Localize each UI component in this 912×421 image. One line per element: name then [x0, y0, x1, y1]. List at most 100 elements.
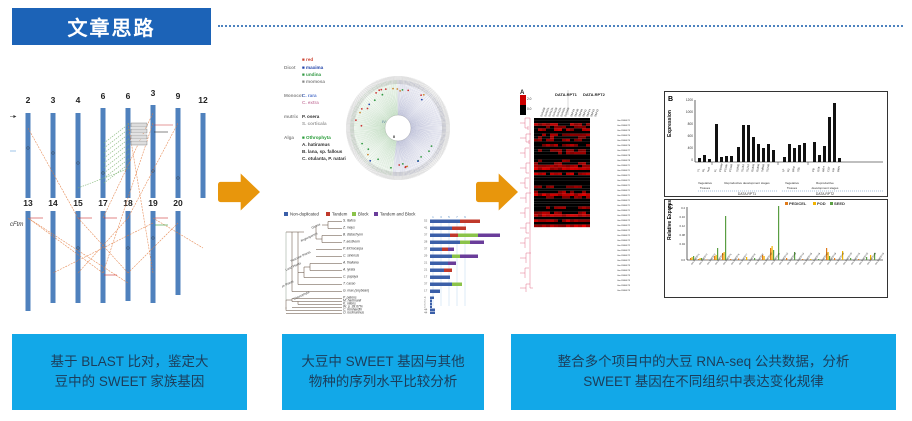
svg-text:17: 17 — [424, 289, 428, 293]
svg-text:B: B — [668, 96, 673, 103]
svg-text:37: 37 — [424, 282, 428, 286]
svg-text:SL21d: SL21d — [745, 164, 750, 173]
svg-text:600: 600 — [688, 134, 694, 138]
svg-text:GLB6d: GLB6d — [755, 163, 760, 172]
svg-text:R2: R2 — [786, 168, 791, 173]
svg-text:Gm.SWEET21: Gm.SWEET21 — [617, 220, 630, 222]
svg-text:Gm.SWEET24: Gm.SWEET24 — [617, 235, 630, 237]
svg-text:O. lucimarinus: O. lucimarinus — [343, 311, 364, 315]
svg-text:37: 37 — [424, 247, 428, 251]
svg-text:C. rara: C. rara — [302, 93, 317, 98]
svg-text:15: 15 — [73, 198, 83, 208]
svg-text:41: 41 — [424, 226, 428, 230]
svg-text:A. thaliana: A. thaliana — [342, 261, 359, 265]
svg-text:GS5: GS5 — [816, 166, 821, 172]
svg-text:Gm.SWEET4: Gm.SWEET4 — [617, 135, 630, 137]
svg-text:S. italica: S. italica — [343, 219, 356, 223]
svg-text:DATA.RPT1: DATA.RPT1 — [738, 192, 756, 196]
svg-text:9: 9 — [464, 215, 466, 219]
svg-text:17: 17 — [98, 198, 108, 208]
svg-text:SEED: SEED — [834, 201, 845, 206]
svg-text:mutrix: mutrix — [284, 114, 298, 119]
svg-text:3: 3 — [51, 95, 56, 105]
svg-text:0.16: 0.16 — [680, 215, 686, 219]
svg-text:Gm.SWEET18: Gm.SWEET18 — [617, 205, 630, 207]
svg-text:Gm.SWEET34: Gm.SWEET34 — [617, 285, 630, 287]
svg-text:1000: 1000 — [686, 110, 693, 114]
svg-text:SDL: SDL — [796, 166, 801, 172]
svg-text:G. max (soybean): G. max (soybean) — [343, 289, 369, 293]
svg-text:0.2: 0.2 — [681, 206, 685, 210]
svg-text:PB: PB — [811, 168, 816, 172]
svg-text:Relative Expression: Relative Expression — [667, 200, 673, 240]
svg-text:14: 14 — [48, 198, 58, 208]
svg-text:Gm.SWEET15: Gm.SWEET15 — [617, 190, 630, 192]
svg-text:Gm.SWEET13: Gm.SWEET13 — [617, 180, 630, 182]
svg-text:■ undina: ■ undina — [302, 72, 322, 77]
svg-text:1200: 1200 — [686, 98, 693, 102]
svg-text:Gm.SWEET33: Gm.SWEET33 — [617, 280, 630, 282]
svg-text:SL14d: SL14d — [740, 164, 745, 173]
svg-text:YL: YL — [696, 168, 701, 172]
svg-text:Gm.SWEET12: Gm.SWEET12 — [617, 175, 630, 177]
svg-text:Gm.SWEET8: Gm.SWEET8 — [617, 155, 630, 157]
svg-text:1: 1 — [432, 215, 434, 219]
svg-text:0.12: 0.12 — [680, 224, 686, 228]
svg-text:Gm.SWEET2: Gm.SWEET2 — [617, 125, 630, 127]
svg-text:PB10ar: PB10ar — [718, 163, 723, 172]
svg-text:5: 5 — [448, 215, 450, 219]
svg-text:■ red: ■ red — [302, 57, 313, 62]
svg-text:COT: COT — [826, 166, 831, 172]
svg-text:Non-duplicated: Non-duplicated — [290, 212, 320, 217]
svg-text:Gm.SWEET5: Gm.SWEET5 — [617, 140, 630, 142]
svg-text:T. cacao: T. cacao — [343, 282, 356, 286]
svg-text:FL: FL — [713, 168, 718, 172]
svg-text:B. distachyon: B. distachyon — [343, 233, 363, 237]
svg-text:19: 19 — [148, 198, 158, 208]
svg-text:T. aestivum: T. aestivum — [343, 240, 360, 244]
svg-text:BWS: BWS — [836, 165, 841, 172]
svg-text:■ Othrophyta: ■ Othrophyta — [302, 135, 331, 140]
svg-text:3: 3 — [151, 88, 156, 98]
svg-text:Gm.SWEET26: Gm.SWEET26 — [617, 245, 630, 247]
svg-text:Alga: Alga — [284, 135, 294, 140]
svg-text:Gm.SWEET30: Gm.SWEET30 — [617, 265, 630, 267]
svg-text:12: 12 — [198, 95, 208, 105]
svg-text:Gm.SWEET19: Gm.SWEET19 — [617, 210, 630, 212]
svg-text:cFtm: cFtm — [10, 222, 23, 228]
svg-text:Tandem: Tandem — [332, 212, 348, 217]
svg-text:Gm.SWEET32: Gm.SWEET32 — [617, 275, 630, 277]
svg-text:R1: R1 — [701, 168, 706, 173]
svg-text:Gm.SWEET11: Gm.SWEET11 — [617, 170, 630, 172]
svg-text:0.08: 0.08 — [680, 233, 686, 237]
svg-text:0.0: 0.0 — [681, 258, 685, 262]
svg-text:Gm.SWEET27: Gm.SWEET27 — [617, 250, 630, 252]
svg-text:A. hatiramus: A. hatiramus — [302, 142, 330, 147]
svg-text:Expression: Expression — [667, 110, 673, 137]
svg-text:Block: Block — [358, 212, 369, 217]
svg-text:Gm.SWEET17: Gm.SWEET17 — [617, 200, 630, 202]
svg-text:20: 20 — [173, 198, 183, 208]
svg-text:Dicot: Dicot — [284, 65, 296, 70]
svg-text:development stages: development stages — [812, 186, 839, 190]
svg-text:PEDICEL: PEDICEL — [789, 201, 807, 206]
svg-text:18: 18 — [123, 198, 133, 208]
svg-text:■ momosa: ■ momosa — [302, 79, 325, 84]
svg-text:–▸: –▸ — [10, 114, 16, 120]
svg-text:Monocot: Monocot — [284, 93, 304, 98]
svg-text:21: 21 — [424, 268, 428, 272]
svg-text:Gm.SWEET20: Gm.SWEET20 — [617, 215, 630, 217]
svg-text:SLR02: SLR02 — [735, 163, 740, 172]
svg-text:Tandem and Block: Tandem and Block — [380, 212, 416, 217]
svg-text:Gm.SWEET6: Gm.SWEET6 — [617, 145, 630, 147]
svg-text:Land Plants: Land Plants — [285, 261, 302, 272]
svg-text:3: 3 — [440, 215, 442, 219]
svg-text:BFM: BFM — [791, 166, 796, 172]
svg-text:0: 0 — [691, 158, 693, 162]
svg-text:29: 29 — [424, 254, 428, 258]
svg-text:Gm.SWEET10: Gm.SWEET10 — [617, 165, 630, 167]
svg-text:Gm.SWEET9: Gm.SWEET9 — [617, 160, 630, 162]
svg-text:Gm.SWEET23: Gm.SWEET23 — [617, 230, 630, 232]
svg-text:DATA.RPT1: DATA.RPT1 — [555, 92, 578, 97]
svg-text:LP: LP — [781, 168, 786, 172]
